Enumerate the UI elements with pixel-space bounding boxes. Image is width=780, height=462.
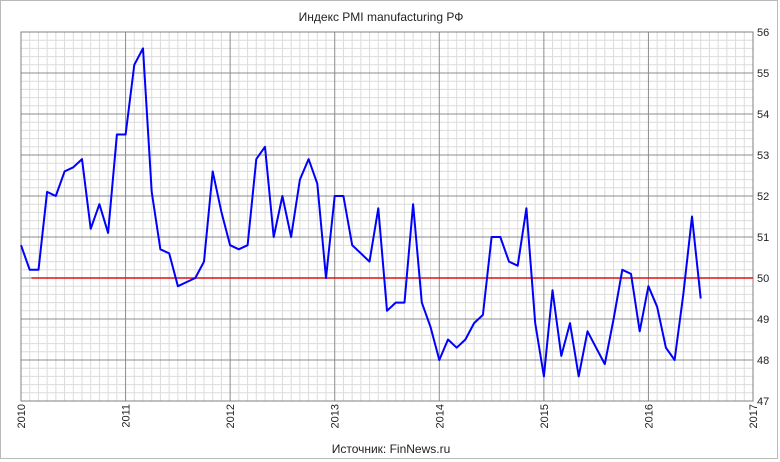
y-tick-label: 52	[757, 191, 769, 203]
pmi-series-line	[20, 47, 702, 378]
y-tick-label: 50	[757, 273, 769, 285]
y-tick-label: 51	[757, 232, 769, 244]
x-tick-label: 2015	[539, 404, 551, 428]
source-caption: Источник: FinNews.ru	[331, 442, 451, 456]
y-tick-label: 47	[757, 396, 769, 408]
y-tick-label: 54	[757, 109, 769, 121]
y-axis-tick-labels: 47 48 49 50 51 52 53 54 55 56	[757, 27, 769, 408]
y-tick-label: 56	[757, 27, 769, 39]
x-tick-label: 2011	[121, 404, 133, 428]
plot-area-border	[20, 31, 754, 402]
x-tick-label: 2016	[643, 404, 655, 428]
y-tick-label: 53	[757, 150, 769, 162]
y-tick-label: 48	[757, 355, 769, 367]
x-tick-label: 2013	[330, 404, 342, 428]
x-tick-label: 2014	[434, 404, 446, 428]
x-tick-label: 2010	[16, 404, 28, 428]
x-tick-label: 2017	[748, 404, 760, 428]
x-tick-label: 2012	[225, 404, 237, 428]
y-tick-label: 49	[757, 314, 769, 326]
chart-title: Индекс PMI manufacturing РФ	[298, 10, 464, 24]
minor-gridlines	[21, 32, 753, 401]
x-axis-tick-labels: 2010 2011 2012 2013 2014 2015 2016 2017	[16, 404, 760, 428]
y-tick-label: 55	[757, 68, 769, 80]
